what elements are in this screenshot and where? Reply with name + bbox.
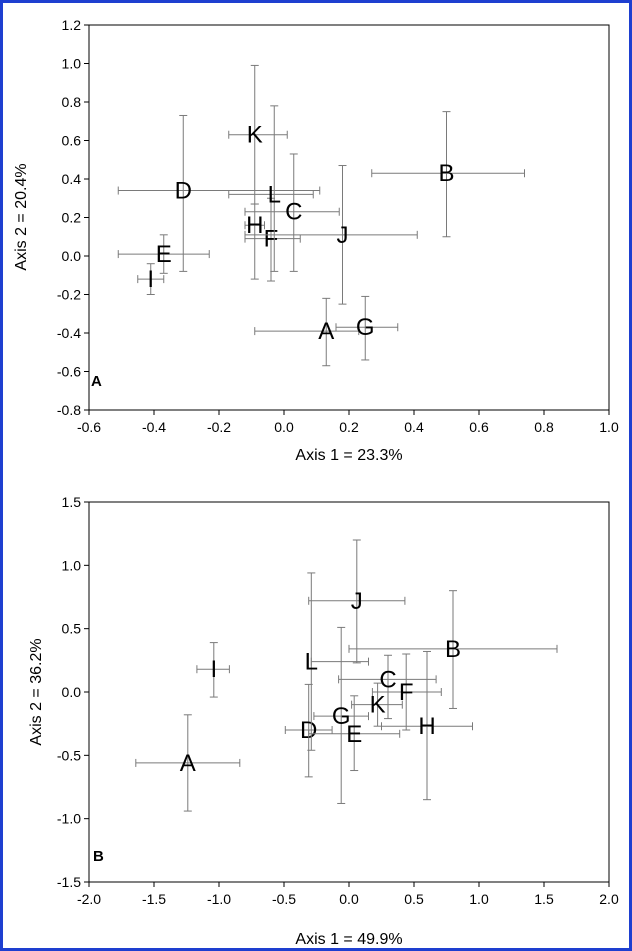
panel-b-y-axis-label: Axis 2 = 36.2% [28,638,45,745]
point-label: C [285,199,302,226]
panel-b-axes: -2.0 -1.5 -1.0 -0.5 0.0 0.5 1.0 1.5 2.0-1.5-1.0-… [57,494,619,907]
panel-b-x-tick-label: 2.0 [599,891,619,907]
panel-a-axes: -0.6 -0.4 -0.2 0.0 0.2 0.4 0.6 0.8 1.0-0.8-0.6-0… [57,17,619,435]
panel-a-point-a: A [254,297,360,367]
panel-a-y-tick-label: 1.2 [62,17,82,33]
point-label: L [305,649,318,676]
point-label: I [147,266,154,293]
panel-a-point-c: C [244,153,340,272]
panel-b-y-tick-label: -0.5 [57,747,81,763]
panel-a-y-tick-label: 0.8 [62,94,82,110]
point-label: G [356,314,375,341]
point-label: F [264,226,279,253]
point-label: F [399,679,414,706]
panel-a-y-tick-label: 0.4 [62,171,82,187]
panel-b-x-tick-label: -1.0 [207,891,231,907]
point-label: E [346,721,362,748]
panel-a-point-h: H [244,203,265,280]
panel-b-x-tick-label: 0.5 [404,891,424,907]
panel-a-y-tick-label: 1.0 [62,56,82,72]
panel-b-point-b: B [348,590,558,709]
point-label: H [246,212,263,239]
panel-a-x-tick-label: 1.0 [599,419,619,435]
panel-b-point-i: I [196,642,230,698]
panel-b-x-tick-label: 0.0 [339,891,359,907]
panel-a-x-tick-label: 0.0 [274,419,294,435]
panel-b-x-tick-label: -1.5 [142,891,166,907]
panel-b-point-h: H [381,650,473,801]
panel-a-point-g: G [335,295,399,361]
panel-a: -0.6 -0.4 -0.2 0.0 0.2 0.4 0.6 0.8 1.0-0.8-0.6-0… [13,17,619,464]
panel-a-x-axis-label: Axis 1 = 23.3% [295,447,402,464]
panel-b-plot-frame [88,501,610,883]
point-label: A [180,750,196,777]
panel-b-x-tick-label: 1.0 [469,891,489,907]
panel-a-x-tick-label: -0.6 [77,419,101,435]
panel-b-point-c: C [338,654,437,720]
panel-a-data: A B C D E F G H I J K L [117,64,525,367]
panel-b-label: B [93,848,104,865]
panel-a-x-tick-label: 0.6 [469,419,489,435]
point-label: C [379,666,396,693]
panel-b-x-axis-label: Axis 1 = 49.9% [295,931,402,948]
panel-a-y-tick-label: 0.0 [62,248,82,264]
point-label: B [438,160,454,187]
panel-b-point-g: G [313,626,369,804]
panel-b-y-tick-label: 1.0 [62,557,82,573]
panel-b-point-k: K [351,682,403,727]
panel-a-point-d: D [117,114,321,272]
point-label: L [268,181,281,208]
point-label: E [156,241,172,268]
point-label: B [445,636,461,663]
panel-a-plot-frame [88,24,610,411]
point-label: D [175,178,192,205]
point-label: G [332,703,351,730]
panel-b-x-tick-label: -2.0 [77,891,101,907]
point-label: J [351,588,363,615]
panel-a-point-j: J [244,165,418,305]
panel-a-label: A [91,373,102,390]
point-label: K [370,692,386,719]
panel-a-point-i: I [137,263,165,295]
panel-b: -2.0 -1.5 -1.0 -0.5 0.0 0.5 1.0 1.5 2.0-1.5-1.0-… [28,494,619,948]
panel-b-point-j: J [308,539,406,664]
panel-b-point-a: A [135,714,241,812]
panel-b-point-e: E [308,695,401,772]
panel-a-y-tick-label: -0.2 [57,287,81,303]
point-label: H [418,713,435,740]
panel-a-y-tick-label: -0.6 [57,364,81,380]
panel-b-y-tick-label: 0.0 [62,684,82,700]
panel-b-point-l: L [305,572,369,751]
panel-a-x-tick-label: 0.8 [534,419,554,435]
panel-a-y-tick-label: 0.6 [62,133,82,149]
point-label: A [318,318,334,345]
panel-b-x-tick-label: 1.5 [534,891,554,907]
panel-b-y-tick-label: 1.5 [62,494,82,510]
panel-a-y-tick-label: -0.4 [57,325,81,341]
panel-b-y-tick-label: -1.5 [57,874,81,890]
point-label: J [337,222,349,249]
point-label: I [210,656,217,683]
panel-a-y-tick-label: 0.2 [62,210,82,226]
panel-b-x-tick-label: -0.5 [272,891,296,907]
panel-a-point-k: K [228,64,288,205]
panel-a-point-l: L [228,105,314,272]
panel-a-x-tick-label: -0.4 [142,419,166,435]
panel-b-y-tick-label: -1.0 [57,811,81,827]
panel-a-x-tick-label: 0.4 [404,419,424,435]
panel-b-point-f: F [371,653,442,731]
panel-b-y-tick-label: 0.5 [62,621,82,637]
panel-a-y-tick-label: -0.8 [57,402,81,418]
panel-a-y-axis-label: Axis 2 = 20.4% [13,163,30,270]
panel-a-point-e: E [117,234,210,274]
point-label: K [247,122,263,149]
panel-a-x-tick-label: 0.2 [339,419,359,435]
panel-a-x-tick-label: -0.2 [207,419,231,435]
panel-a-point-b: B [371,111,525,238]
